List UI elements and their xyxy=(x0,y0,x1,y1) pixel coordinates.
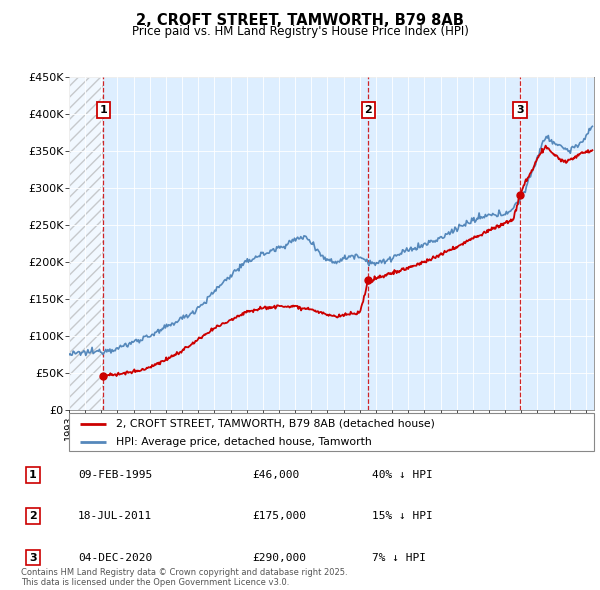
Text: 1: 1 xyxy=(29,470,37,480)
Text: 40% ↓ HPI: 40% ↓ HPI xyxy=(372,470,433,480)
Text: 7% ↓ HPI: 7% ↓ HPI xyxy=(372,553,426,562)
Text: 2: 2 xyxy=(29,512,37,521)
Text: 2, CROFT STREET, TAMWORTH, B79 8AB (detached house): 2, CROFT STREET, TAMWORTH, B79 8AB (deta… xyxy=(116,419,435,429)
Text: 3: 3 xyxy=(29,553,37,562)
Text: 2: 2 xyxy=(365,105,373,115)
Bar xyxy=(69,77,103,410)
Text: HPI: Average price, detached house, Tamworth: HPI: Average price, detached house, Tamw… xyxy=(116,437,372,447)
Text: 09-FEB-1995: 09-FEB-1995 xyxy=(78,470,152,480)
Text: 15% ↓ HPI: 15% ↓ HPI xyxy=(372,512,433,521)
Text: £290,000: £290,000 xyxy=(252,553,306,562)
Text: £175,000: £175,000 xyxy=(252,512,306,521)
Text: 3: 3 xyxy=(516,105,524,115)
Text: 18-JUL-2011: 18-JUL-2011 xyxy=(78,512,152,521)
Text: 1: 1 xyxy=(100,105,107,115)
Text: 2, CROFT STREET, TAMWORTH, B79 8AB: 2, CROFT STREET, TAMWORTH, B79 8AB xyxy=(136,13,464,28)
Text: £46,000: £46,000 xyxy=(252,470,299,480)
Text: 04-DEC-2020: 04-DEC-2020 xyxy=(78,553,152,562)
Text: Contains HM Land Registry data © Crown copyright and database right 2025.
This d: Contains HM Land Registry data © Crown c… xyxy=(21,568,347,587)
FancyBboxPatch shape xyxy=(69,413,594,451)
Text: Price paid vs. HM Land Registry's House Price Index (HPI): Price paid vs. HM Land Registry's House … xyxy=(131,25,469,38)
